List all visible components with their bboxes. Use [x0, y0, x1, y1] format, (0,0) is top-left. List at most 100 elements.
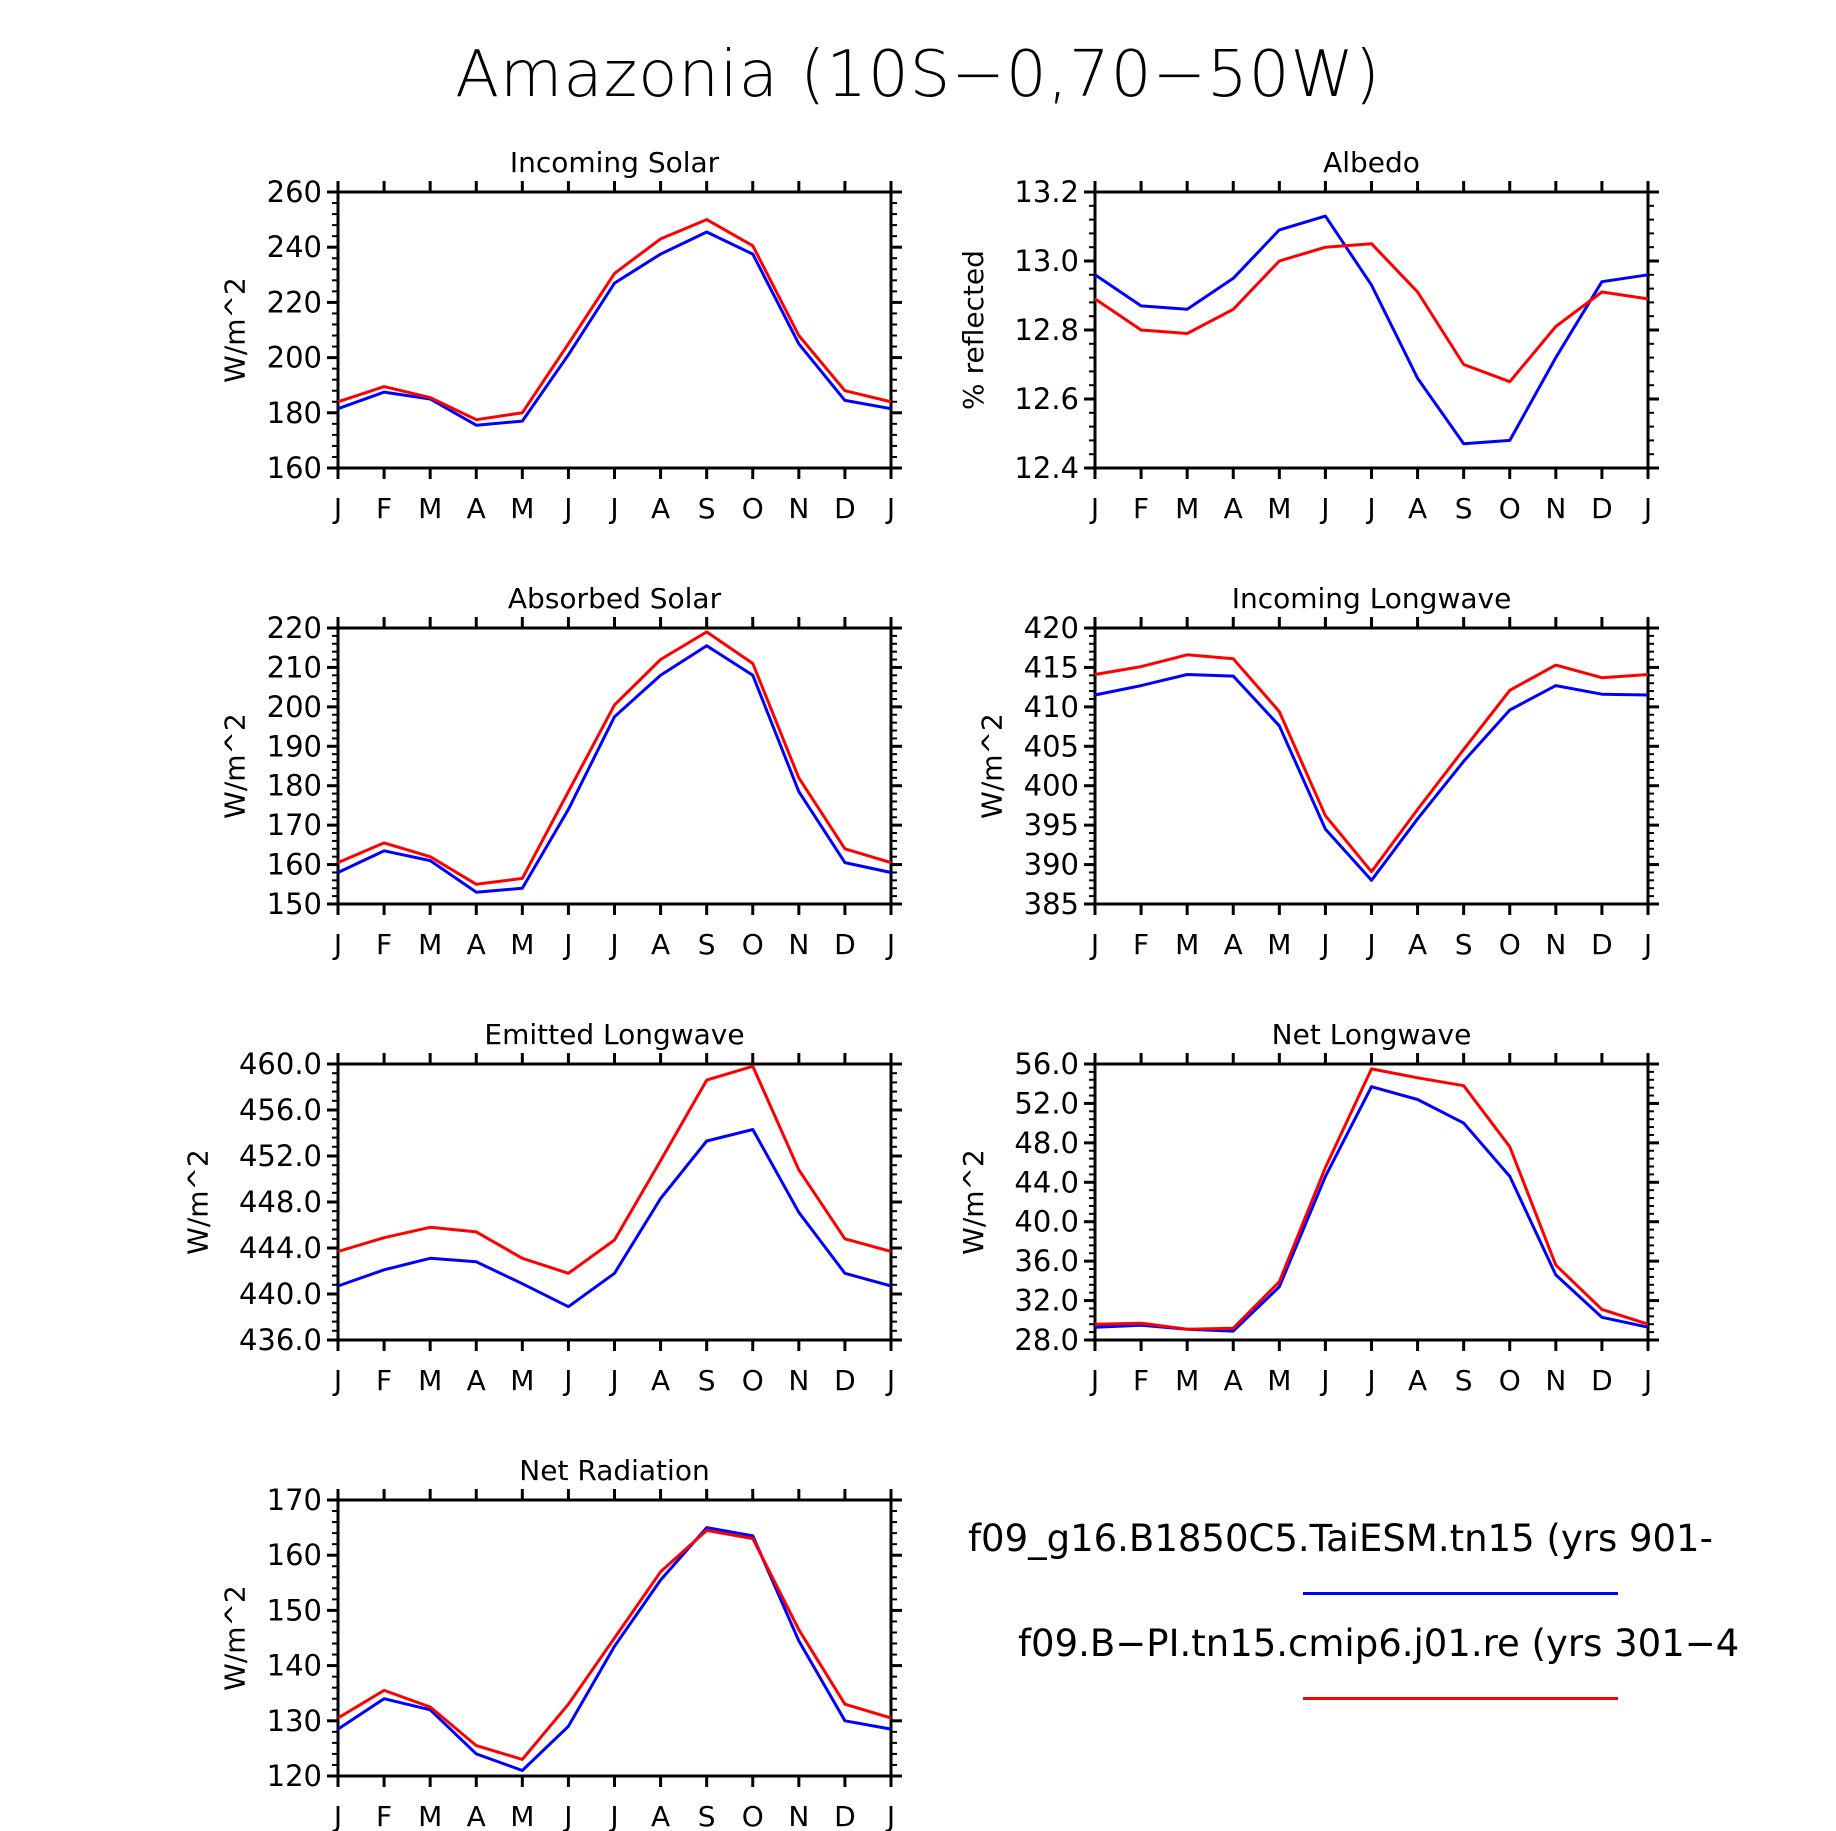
- legend-label-blue: f09_g16.B1850C5.TaiESM.tn15 (yrs 901-: [968, 1517, 1713, 1560]
- x-tick-label: D: [1591, 492, 1613, 525]
- series-line-red: [1094, 653, 1649, 874]
- x-tick-label: J: [1365, 1364, 1375, 1397]
- y-tick-label: 44.0: [1014, 1165, 1079, 1199]
- x-tick-label: S: [1455, 928, 1473, 961]
- y-tick-label: 400: [1024, 769, 1079, 803]
- x-tick-label: O: [1499, 928, 1521, 961]
- chart-panel-albedo: J F M A M J J A S O N D J12.412.612.813.013.2% refle…: [957, 146, 1659, 525]
- plot-frame: [1093, 190, 1650, 470]
- x-tick-label: J: [608, 1364, 618, 1397]
- x-tick-label: J: [562, 1364, 572, 1397]
- y-tick-label: 150: [267, 1593, 322, 1627]
- y-axis-label: W/m^2: [219, 277, 252, 383]
- x-tick-label: A: [651, 1800, 670, 1831]
- x-tick-label: M: [1267, 492, 1291, 525]
- x-tick-label: D: [1591, 928, 1613, 961]
- x-tick-label: N: [1545, 492, 1566, 525]
- legend-label-red: f09.B−PI.tn15.cmip6.j01.re (yrs 301−4: [1018, 1622, 1740, 1665]
- chart-panel-absorbed-solar: J F M A M J J A S O N D J150160170180190200210220W/m…: [219, 582, 902, 961]
- legend-line-red: [1303, 1697, 1618, 1700]
- y-axis-label: W/m^2: [219, 1585, 252, 1691]
- x-tick-label: M: [510, 492, 534, 525]
- x-tick-label: M: [418, 492, 442, 525]
- x-tick-label: A: [651, 492, 670, 525]
- series-line-blue: [1094, 1085, 1649, 1333]
- y-tick-label: 415: [1024, 650, 1079, 684]
- chart-panel-incoming-longwave: J F M A M J J A S O N D J385390395400405410415420W/m…: [976, 582, 1659, 961]
- y-tick-label: 405: [1024, 729, 1079, 763]
- x-tick-label: O: [742, 1800, 764, 1831]
- x-tick-label: J: [1365, 492, 1375, 525]
- y-tick-label: 210: [267, 650, 322, 684]
- series-line-red: [337, 218, 892, 422]
- y-tick-label: 12.6: [1014, 382, 1079, 416]
- series-line-blue: [337, 644, 892, 894]
- x-tick-label: J: [332, 492, 342, 525]
- x-tick-label: S: [698, 1800, 716, 1831]
- y-tick-label: 190: [267, 729, 322, 763]
- x-tick-label: J: [332, 1364, 342, 1397]
- chart-panel-net-longwave: J F M A M J J A S O N D J28.032.036.040.044.048.052.…: [957, 1018, 1659, 1397]
- y-tick-label: 12.8: [1014, 313, 1079, 347]
- chart-title: Absorbed Solar: [508, 582, 722, 615]
- plot-frame: [1093, 626, 1650, 906]
- chart-title: Net Longwave: [1272, 1018, 1472, 1051]
- x-tick-label: S: [698, 492, 716, 525]
- x-tick-label: J: [608, 492, 618, 525]
- x-tick-label: M: [418, 928, 442, 961]
- x-tick-label: M: [1175, 1364, 1199, 1397]
- chart-title: Albedo: [1323, 146, 1420, 179]
- plot-frame: [1093, 1062, 1650, 1342]
- y-tick-label: 140: [267, 1649, 322, 1683]
- y-tick-label: 220: [267, 285, 322, 319]
- y-axis-label: % reflected: [957, 250, 990, 410]
- y-tick-label: 440.0: [239, 1277, 322, 1311]
- x-tick-label: J: [885, 1800, 895, 1831]
- x-tick-label: J: [1365, 928, 1375, 961]
- plot-frame: [336, 1062, 893, 1342]
- y-tick-label: 150: [267, 887, 322, 921]
- x-tick-label: D: [1591, 1364, 1613, 1397]
- y-axis-label: W/m^2: [219, 713, 252, 819]
- y-axis-label: W/m^2: [957, 1149, 990, 1255]
- y-tick-label: 385: [1024, 887, 1079, 921]
- y-tick-label: 52.0: [1014, 1086, 1079, 1120]
- series-line-red: [1094, 1067, 1649, 1331]
- x-tick-label: N: [788, 492, 809, 525]
- y-tick-label: 460.0: [239, 1047, 322, 1081]
- x-tick-label: F: [376, 492, 392, 525]
- x-tick-label: J: [608, 1800, 618, 1831]
- y-axis-label: W/m^2: [976, 713, 1009, 819]
- y-tick-label: 456.0: [239, 1093, 322, 1127]
- y-tick-label: 180: [267, 396, 322, 430]
- x-tick-label: J: [332, 1800, 342, 1831]
- x-tick-label: M: [1175, 492, 1199, 525]
- x-tick-label: F: [1133, 492, 1149, 525]
- x-tick-label: J: [1089, 928, 1099, 961]
- y-tick-label: 410: [1024, 690, 1079, 724]
- y-tick-label: 436.0: [239, 1323, 322, 1357]
- x-tick-label: J: [1089, 492, 1099, 525]
- y-tick-label: 28.0: [1014, 1323, 1079, 1357]
- x-tick-label: S: [1455, 492, 1473, 525]
- y-tick-label: 13.0: [1014, 244, 1079, 278]
- x-tick-label: J: [885, 928, 895, 961]
- x-tick-label: A: [1408, 492, 1427, 525]
- x-tick-label: S: [698, 928, 716, 961]
- series-line-blue: [1094, 214, 1649, 446]
- x-tick-label: M: [510, 1800, 534, 1831]
- x-tick-label: M: [1267, 1364, 1291, 1397]
- y-tick-label: 12.4: [1014, 451, 1079, 485]
- chart-title: Net Radiation: [519, 1454, 709, 1487]
- y-tick-label: 160: [267, 848, 322, 882]
- x-tick-label: N: [788, 928, 809, 961]
- x-tick-label: M: [1175, 928, 1199, 961]
- x-tick-label: A: [651, 1364, 670, 1397]
- x-tick-label: F: [376, 928, 392, 961]
- x-tick-label: J: [1089, 1364, 1099, 1397]
- x-tick-label: M: [418, 1364, 442, 1397]
- y-tick-label: 160: [267, 451, 322, 485]
- chart-title: Incoming Solar: [510, 146, 720, 179]
- series-line-blue: [337, 1128, 892, 1309]
